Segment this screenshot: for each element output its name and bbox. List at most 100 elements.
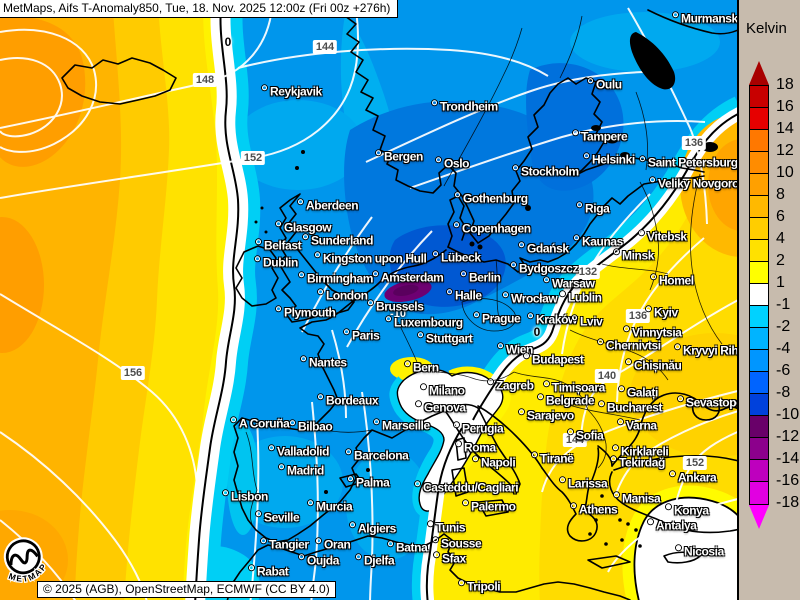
city-label: Perugia <box>454 421 504 435</box>
city-marker-icon <box>678 396 683 402</box>
city-label: Chernivtsi <box>598 338 661 352</box>
city-label: Bordeaux <box>318 393 379 407</box>
city-label: Warsaw <box>544 276 595 290</box>
city-marker-icon <box>276 306 281 312</box>
city-label: Tangier <box>261 537 309 551</box>
city-marker-icon <box>618 419 623 425</box>
city-marker-icon <box>619 386 624 392</box>
city-marker-icon <box>675 344 680 350</box>
city-label: Sfax <box>434 551 466 565</box>
city-marker-icon <box>416 401 421 407</box>
city-label: Barcelona <box>346 448 409 462</box>
city-marker-icon <box>560 291 565 297</box>
city-label: Gothenburg <box>455 191 528 205</box>
city-label: Milano <box>421 383 465 397</box>
city-marker-icon <box>276 221 281 227</box>
city-label: Napoli <box>473 455 516 469</box>
city-marker-icon <box>388 541 393 547</box>
city-marker-icon <box>584 153 589 159</box>
scale-tick-label: -2 <box>776 318 791 335</box>
scale-segment <box>750 218 768 240</box>
city-marker-icon <box>318 394 323 400</box>
contour-value-label: 156 <box>120 366 146 380</box>
scale-segment <box>750 416 768 438</box>
city-marker-icon <box>436 157 441 163</box>
city-label: Murcia <box>308 499 353 513</box>
scale-tick-label: -1 <box>776 296 791 313</box>
city-label: Antalya <box>648 518 697 532</box>
contour-value-label: 0 <box>224 35 232 49</box>
city-label: Wien <box>498 342 533 356</box>
city-marker-icon <box>614 492 619 498</box>
city-marker-icon <box>599 401 604 407</box>
city-marker-icon <box>373 271 378 277</box>
city-label: Bern <box>405 360 439 374</box>
city-marker-icon <box>456 441 461 447</box>
city-label: Tampere <box>573 129 628 143</box>
scale-tick-label: -6 <box>776 362 791 379</box>
city-label: Palma <box>348 475 390 489</box>
scale-segment <box>750 108 768 130</box>
city-marker-icon <box>421 384 426 390</box>
city-marker-icon <box>348 476 353 482</box>
color-scale: 18 16 14 12 10 8 6 4 2 1 -1 -2 -4 -6 -8 -10 -12 -14 -16 -18 <box>749 61 799 529</box>
city-marker-icon <box>299 554 304 560</box>
city-marker-icon <box>303 234 308 240</box>
city-marker-icon <box>350 522 355 528</box>
city-marker-icon <box>269 445 274 451</box>
city-marker-icon <box>405 361 410 367</box>
city-label: Lviv <box>572 314 603 328</box>
city-label: Saint Petersburg <box>640 155 737 169</box>
scale-tick-label: 18 <box>776 76 794 93</box>
city-label: Chișinău <box>626 358 682 372</box>
city-marker-icon <box>577 202 582 208</box>
scale-segment <box>750 460 768 482</box>
scale-segment <box>750 174 768 196</box>
city-label: Riga <box>577 201 610 215</box>
city-label: Berlin <box>461 270 501 284</box>
city-marker-icon <box>433 251 438 257</box>
city-label: Bilbao <box>290 419 333 433</box>
contour-value-label: 152 <box>682 456 708 470</box>
city-marker-icon <box>433 537 438 543</box>
scale-segment <box>750 130 768 152</box>
city-label: Kirklareli <box>613 444 669 458</box>
city-marker-icon <box>639 230 644 236</box>
city-label: Lublin <box>560 290 602 304</box>
city-label: Oslo <box>436 156 469 170</box>
contour-value-label: 136 <box>681 136 707 150</box>
city-marker-icon <box>256 239 261 245</box>
city-marker-icon <box>301 356 306 362</box>
city-label: Aberdeen <box>298 198 359 212</box>
copyright-attribution: © 2025 (AGB), OpenStreetMap, ECMWF (CC B… <box>37 581 336 598</box>
city-label: Kaunas <box>574 234 623 248</box>
city-label: Athens <box>571 502 618 516</box>
scale-tick-label: -14 <box>776 450 800 467</box>
city-marker-icon <box>673 12 678 18</box>
city-label: Bergen <box>376 149 423 163</box>
city-marker-icon <box>249 565 254 571</box>
city-label: Veliky Novgorod <box>650 176 737 190</box>
scale-tick-label: 2 <box>776 252 785 269</box>
city-label: Belfast <box>256 238 302 252</box>
city-label: Reykjavik <box>262 84 322 98</box>
city-marker-icon <box>418 332 423 338</box>
city-marker-icon <box>415 481 420 487</box>
city-label: Kyiv <box>646 305 678 319</box>
city-label: Kryvyi Rih <box>675 343 737 357</box>
city-marker-icon <box>374 419 379 425</box>
city-marker-icon <box>676 545 681 551</box>
city-marker-icon <box>231 417 236 423</box>
city-label: Copenhagen <box>454 221 531 235</box>
city-label: Prague <box>474 311 521 325</box>
city-label: Sofia <box>568 428 604 442</box>
city-label: Lübeck <box>433 250 481 264</box>
city-marker-icon <box>308 500 313 506</box>
city-marker-icon <box>528 313 533 319</box>
city-label: Sunderland <box>303 233 373 247</box>
city-marker-icon <box>571 503 576 509</box>
city-marker-icon <box>640 156 645 162</box>
city-label: Murmansk <box>673 11 737 25</box>
scale-arrow-down <box>749 505 769 529</box>
